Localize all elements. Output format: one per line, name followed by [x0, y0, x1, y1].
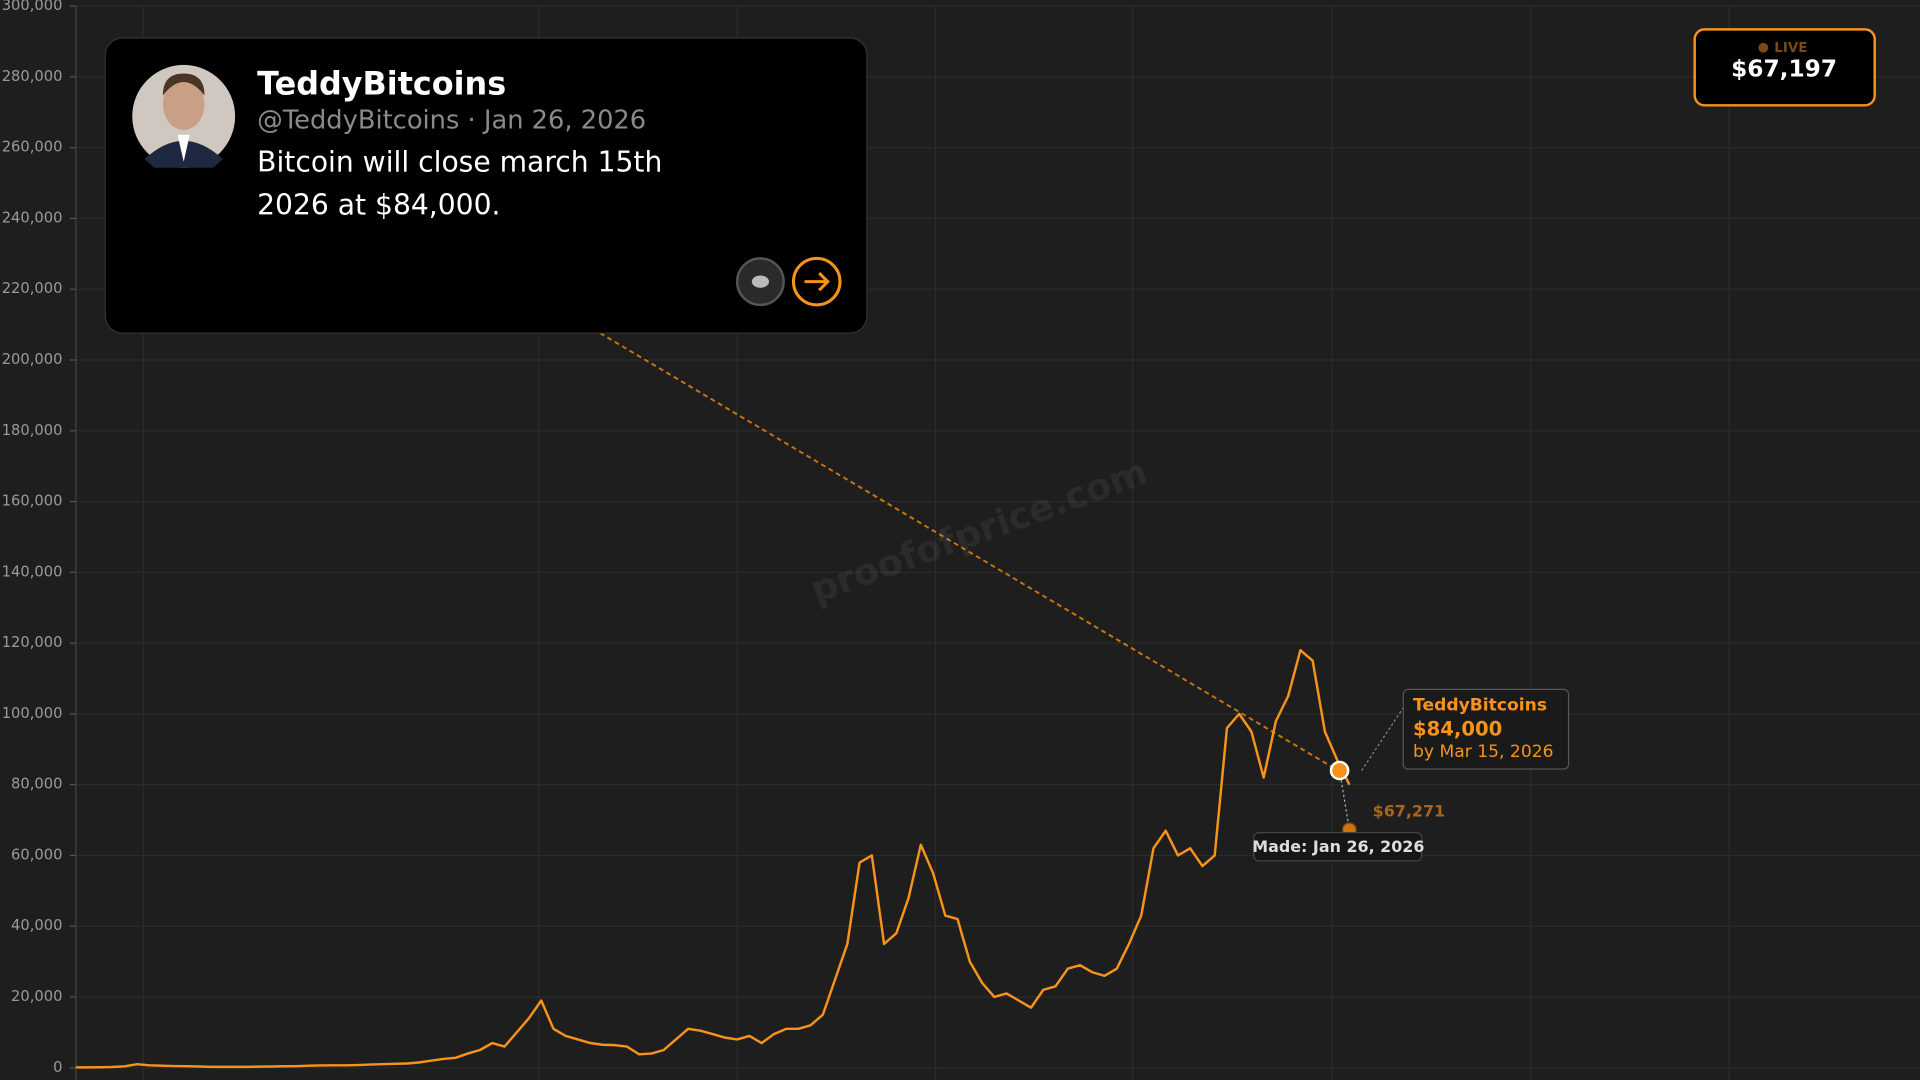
y-tick-label: 180,000	[2, 422, 63, 439]
y-tick-label: 140,000	[2, 563, 63, 580]
y-tick-label: 60,000	[11, 846, 62, 863]
tweet-body: Bitcoin will close march 15th 2026 at $8…	[257, 146, 663, 222]
tweet-card	[104, 37, 868, 334]
live-price: $67,197	[1731, 55, 1837, 82]
y-tick-label: 220,000	[2, 280, 63, 297]
share-button[interactable]	[735, 257, 785, 307]
y-tick-label: 40,000	[11, 917, 62, 934]
current-price-label: $67,271	[1373, 801, 1445, 820]
open-button[interactable]	[791, 256, 842, 307]
y-tick-label: 120,000	[2, 634, 63, 651]
y-tick-label: 20,000	[11, 988, 62, 1005]
made-box	[1253, 832, 1423, 862]
prediction-connector	[599, 332, 1341, 773]
tweet-text: Bitcoin will close march 15th 2026 at $8…	[257, 146, 663, 222]
prediction-name: TeddyBitcoins	[1413, 695, 1547, 715]
live-label: LIVE	[1774, 41, 1807, 56]
prediction-box	[1402, 688, 1570, 770]
prediction-marker	[1329, 760, 1350, 781]
y-tick-label: 280,000	[2, 68, 63, 85]
live-dot	[1758, 42, 1769, 53]
y-tick-label: 100,000	[2, 705, 63, 722]
y-tick-label: 240,000	[2, 209, 63, 226]
y-tick-label: 0	[53, 1059, 62, 1076]
prediction-value: $84,000	[1413, 717, 1502, 740]
live-box	[1693, 28, 1876, 107]
price-line	[75, 648, 1351, 1069]
tweet-author: TeddyBitcoins	[257, 65, 506, 103]
made-label: Made: Jan 26, 2026	[1252, 837, 1424, 856]
avatar	[132, 64, 236, 168]
tweet-handle: @TeddyBitcoins · Jan 26, 2026	[257, 106, 646, 136]
y-tick-label: 260,000	[2, 139, 63, 156]
y-tick-label: 80,000	[11, 776, 62, 793]
y-tick-label: 200,000	[2, 351, 63, 368]
y-tick-label: 160,000	[2, 493, 63, 510]
y-tick-label: 300,000	[2, 0, 63, 14]
prediction-deadline: by Mar 15, 2026	[1413, 742, 1553, 762]
current-drop	[1338, 770, 1350, 830]
